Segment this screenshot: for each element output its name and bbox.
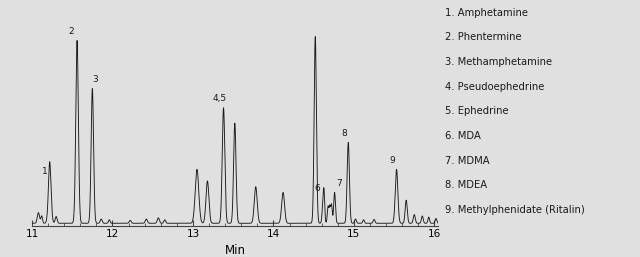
Text: 7. MDMA: 7. MDMA xyxy=(445,156,490,166)
Text: 1: 1 xyxy=(42,167,48,176)
Text: 1. Amphetamine: 1. Amphetamine xyxy=(445,8,528,18)
Text: 9. Methylphenidate (Ritalin): 9. Methylphenidate (Ritalin) xyxy=(445,205,584,215)
Text: 2. Phentermine: 2. Phentermine xyxy=(445,32,522,42)
Text: 4,5: 4,5 xyxy=(212,94,227,103)
X-axis label: Min: Min xyxy=(225,244,246,257)
Text: 9: 9 xyxy=(390,155,396,164)
Text: 4. Pseudoephedrine: 4. Pseudoephedrine xyxy=(445,82,544,92)
Text: 8: 8 xyxy=(341,129,347,138)
Text: 8. MDEA: 8. MDEA xyxy=(445,180,487,190)
Text: 3: 3 xyxy=(92,75,98,84)
Text: 2: 2 xyxy=(68,27,74,36)
Text: 5. Ephedrine: 5. Ephedrine xyxy=(445,106,508,116)
Text: 6: 6 xyxy=(315,185,321,194)
Text: 6. MDA: 6. MDA xyxy=(445,131,481,141)
Text: 3. Methamphetamine: 3. Methamphetamine xyxy=(445,57,552,67)
Text: 7: 7 xyxy=(337,179,342,188)
